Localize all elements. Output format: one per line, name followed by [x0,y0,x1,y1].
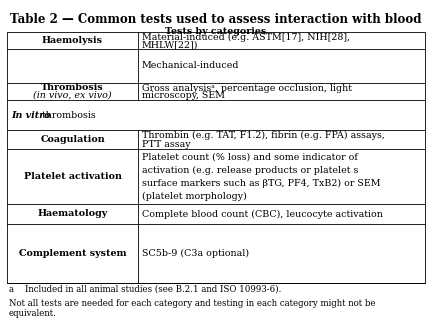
Text: Coagulation: Coagulation [40,135,105,144]
Text: Complement system: Complement system [19,249,126,258]
Text: Platelet count (% loss) and some indicator of: Platelet count (% loss) and some indicat… [142,153,358,162]
Text: thrombosis: thrombosis [39,111,96,120]
Bar [7,32,425,283]
Text: Complete blood count (CBC), leucocyte activation: Complete blood count (CBC), leucocyte ac… [142,209,383,218]
Text: Table 2 — Common tests used to assess interaction with blood: Table 2 — Common tests used to assess in… [10,13,422,26]
Text: Not all tests are needed for each category and testing in each category might no: Not all tests are needed for each catego… [9,299,375,318]
Text: Haemolysis: Haemolysis [42,36,103,45]
Text: Tests by categories: Tests by categories [165,27,267,37]
Text: MHLW[22]): MHLW[22]) [142,40,198,49]
Text: (platelet morphology): (platelet morphology) [142,192,247,201]
Text: a    Included in all animal studies (see B.2.1 and ISO 10993-6).: a Included in all animal studies (see B.… [9,285,281,294]
Text: Haematology: Haematology [38,209,108,218]
Text: Platelet activation: Platelet activation [24,172,121,181]
Text: Material-induced (e.g. ASTM[17], NIH[28],: Material-induced (e.g. ASTM[17], NIH[28]… [142,32,350,42]
Text: activation (e.g. release products or platelet s: activation (e.g. release products or pla… [142,166,359,175]
Text: surface markers such as βTG, PF4, TxB2) or SEM: surface markers such as βTG, PF4, TxB2) … [142,179,381,188]
Text: PTT assay: PTT assay [142,140,191,149]
Text: SC5b-9 (C3a optional): SC5b-9 (C3a optional) [142,249,249,258]
Text: Thrombin (e.g. TAT, F1.2), fibrin (e.g. FPA) assays,: Thrombin (e.g. TAT, F1.2), fibrin (e.g. … [142,131,385,140]
Text: In vitro: In vitro [11,111,51,120]
Text: Thrombosis: Thrombosis [41,83,104,92]
Text: microscopy, SEM: microscopy, SEM [142,91,225,100]
Text: Mechanical-induced: Mechanical-induced [142,62,239,70]
Text: Gross analysisᵃ, percentage occlusion, light: Gross analysisᵃ, percentage occlusion, l… [142,83,352,92]
Text: (in vivo, ex vivo): (in vivo, ex vivo) [33,91,112,100]
